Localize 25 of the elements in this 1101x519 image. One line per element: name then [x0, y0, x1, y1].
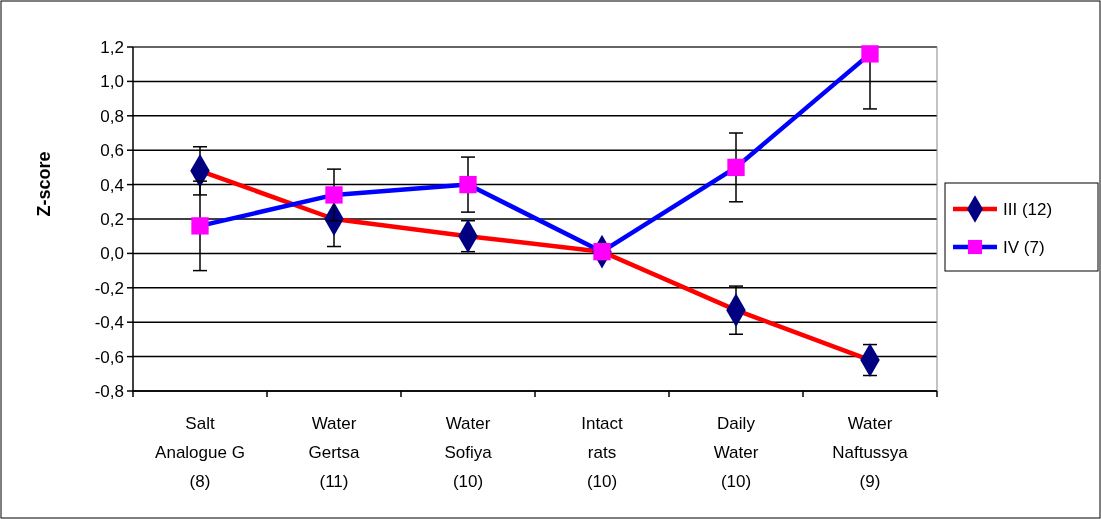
- y-tick-label: 0,4: [100, 175, 124, 195]
- legend-label: IV (7): [1003, 237, 1045, 257]
- y-tick-label: -0,2: [94, 278, 124, 298]
- x-tick-label: Intact rats (10): [581, 414, 624, 491]
- y-tick-label: 1,2: [100, 37, 124, 57]
- x-tick-label: Daily Water (10): [713, 414, 759, 491]
- y-axis-title: Z-score: [34, 151, 54, 217]
- y-tick-label: 0,0: [100, 244, 124, 264]
- x-tick-label: Water Sofiya (10): [444, 414, 493, 491]
- y-tick-label: 0,6: [100, 141, 124, 161]
- x-tick-label: Water Gertsa (11): [308, 414, 361, 491]
- y-tick-label: 0,2: [100, 209, 124, 229]
- y-tick-label: -0,8: [94, 381, 124, 401]
- point: [325, 186, 343, 204]
- x-tick-label: Salt Analogue G (8): [155, 414, 245, 491]
- point: [861, 45, 879, 63]
- y-tick-label: -0,4: [94, 313, 124, 333]
- point: [459, 175, 477, 194]
- y-tick-label: 0,8: [100, 106, 124, 126]
- legend-label: III (12): [1003, 199, 1053, 219]
- y-tick-label: -0,6: [94, 347, 124, 367]
- x-tick-label: Water Naftussya (9): [832, 414, 909, 491]
- point: [191, 217, 209, 235]
- y-tick-label: 1,0: [100, 72, 124, 92]
- point: [727, 158, 745, 177]
